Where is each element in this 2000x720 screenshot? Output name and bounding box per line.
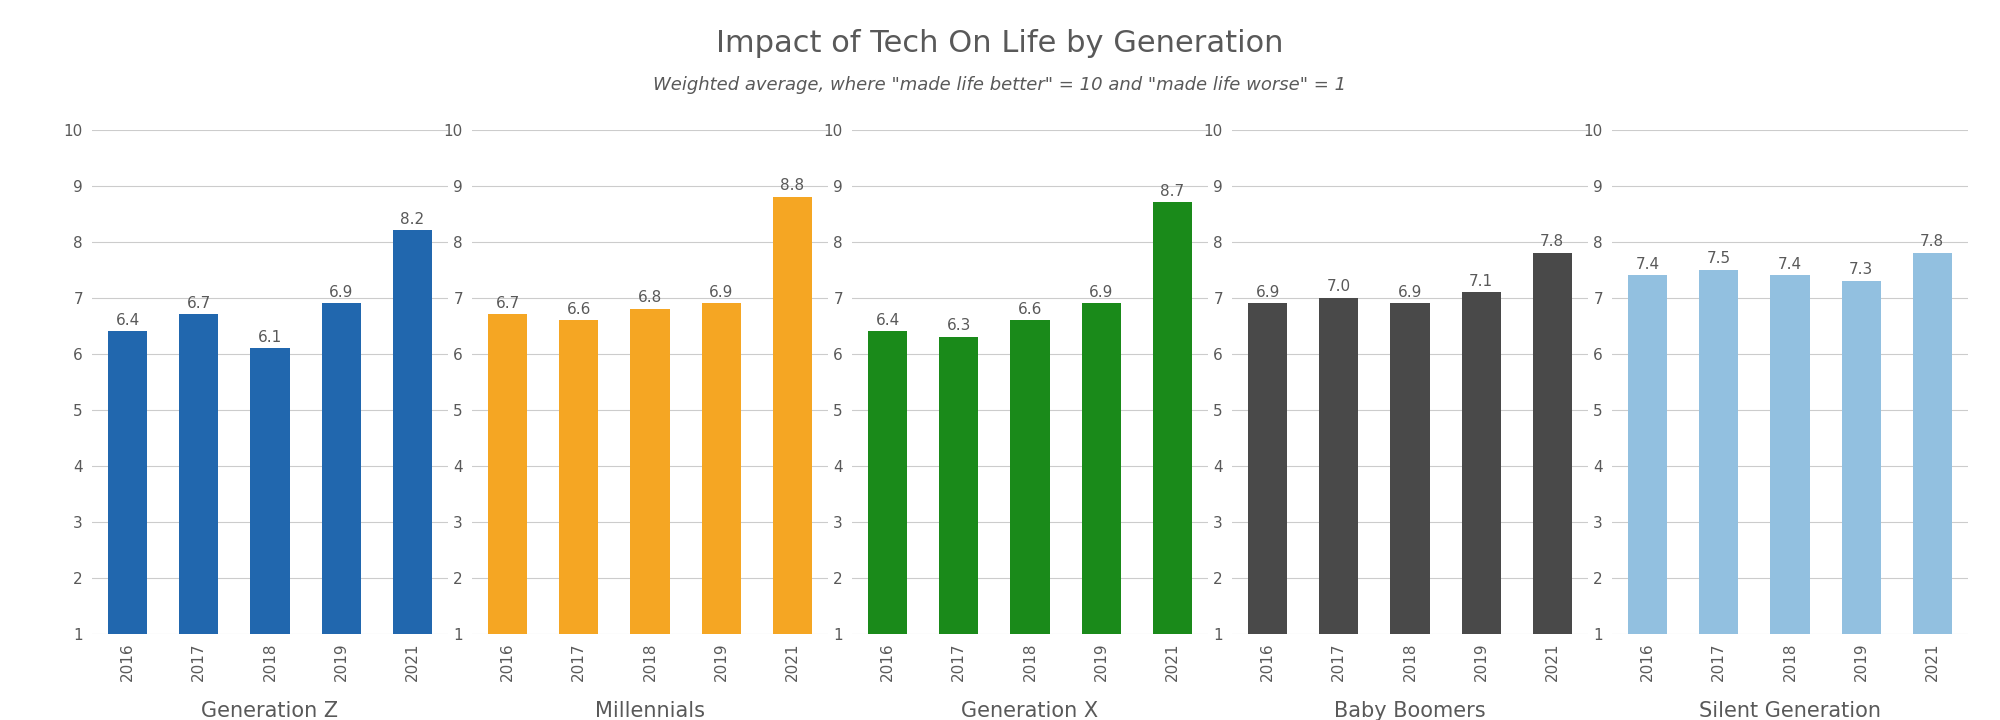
Bar	[702, 303, 740, 634]
Text: 7.8: 7.8	[1920, 235, 1944, 249]
Bar	[180, 315, 218, 634]
Bar	[1770, 275, 1810, 634]
Bar	[772, 197, 812, 634]
Text: 6.7: 6.7	[496, 296, 520, 311]
Text: 8.7: 8.7	[1160, 184, 1184, 199]
X-axis label: Generation X: Generation X	[962, 701, 1098, 720]
X-axis label: Millennials: Millennials	[596, 701, 706, 720]
Bar	[1152, 202, 1192, 634]
Bar	[1010, 320, 1050, 634]
Bar	[488, 315, 528, 634]
Bar	[1320, 297, 1358, 634]
Text: 7.0: 7.0	[1326, 279, 1350, 294]
Text: 6.9: 6.9	[328, 285, 354, 300]
Text: 6.9: 6.9	[1256, 285, 1280, 300]
Bar	[1912, 253, 1952, 634]
Bar	[250, 348, 290, 634]
Text: Impact of Tech On Life by Generation: Impact of Tech On Life by Generation	[716, 29, 1284, 58]
Text: 8.2: 8.2	[400, 212, 424, 227]
Bar	[560, 320, 598, 634]
Bar	[1082, 303, 1120, 634]
Bar	[1248, 303, 1288, 634]
Bar	[322, 303, 360, 634]
Text: Weighted average, where "made life better" = 10 and "made life worse" = 1: Weighted average, where "made life bette…	[654, 76, 1346, 94]
Text: 6.4: 6.4	[876, 312, 900, 328]
Text: 7.3: 7.3	[1850, 263, 1874, 277]
X-axis label: Baby Boomers: Baby Boomers	[1334, 701, 1486, 720]
Bar	[868, 331, 908, 634]
X-axis label: Generation Z: Generation Z	[202, 701, 338, 720]
Text: 6.9: 6.9	[1398, 285, 1422, 300]
Text: 6.3: 6.3	[946, 318, 972, 333]
Bar	[392, 230, 432, 634]
Bar	[1532, 253, 1572, 634]
Text: 6.8: 6.8	[638, 290, 662, 305]
Text: 7.8: 7.8	[1540, 235, 1564, 249]
Text: 7.4: 7.4	[1778, 257, 1802, 272]
Text: 7.4: 7.4	[1636, 257, 1660, 272]
Text: 7.5: 7.5	[1706, 251, 1730, 266]
Bar	[1700, 269, 1738, 634]
Text: 6.6: 6.6	[566, 302, 592, 317]
Text: 6.9: 6.9	[1088, 285, 1114, 300]
Text: 6.9: 6.9	[708, 285, 734, 300]
Text: 8.8: 8.8	[780, 179, 804, 194]
Text: 6.4: 6.4	[116, 312, 140, 328]
Bar	[940, 337, 978, 634]
Bar	[1628, 275, 1668, 634]
Bar	[1462, 292, 1500, 634]
Bar	[108, 331, 148, 634]
Bar	[1390, 303, 1430, 634]
Bar	[630, 309, 670, 634]
Text: 6.1: 6.1	[258, 330, 282, 345]
Bar	[1842, 281, 1880, 634]
X-axis label: Silent Generation: Silent Generation	[1700, 701, 1880, 720]
Text: 6.7: 6.7	[186, 296, 210, 311]
Text: 6.6: 6.6	[1018, 302, 1042, 317]
Text: 7.1: 7.1	[1470, 274, 1494, 289]
